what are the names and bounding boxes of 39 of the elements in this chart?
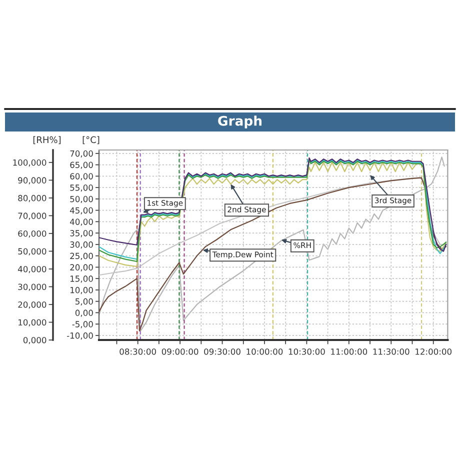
y-tick-label: 0,00 xyxy=(75,310,93,317)
chart-title: Graph xyxy=(218,116,262,128)
y-tick-label: 70,00 xyxy=(70,150,93,158)
y2-tick-label: 40,000 xyxy=(18,266,46,274)
y-tick-label: -10,00 xyxy=(66,332,93,340)
x-tick-label: 10:30:00 xyxy=(288,348,325,355)
x-tick-label: 11:00:00 xyxy=(331,348,368,355)
x-tick-label: 10:00:00 xyxy=(246,348,283,355)
y-tick-label: 5,00 xyxy=(76,298,93,306)
x-tick-label: 11:30:00 xyxy=(373,348,410,355)
x-tick-label: 12:00:00 xyxy=(416,348,452,355)
y-tick-label: 65,00 xyxy=(70,162,93,169)
y2-tick-label: 30,000 xyxy=(18,284,46,291)
y2-tick-label: 80,000 xyxy=(18,194,46,202)
x-tick-label: 08:30:00 xyxy=(120,348,156,355)
y2-tick-label: 20,000 xyxy=(18,301,46,309)
y2-tick-label: 10,000 xyxy=(18,319,46,326)
y-tick-label: 60,00 xyxy=(70,173,93,180)
y-tick-label: 25,00 xyxy=(70,252,93,260)
y-tick-label: 50,00 xyxy=(70,196,93,204)
y2-tick-label: 60,000 xyxy=(18,230,46,238)
y-tick-label: 20,00 xyxy=(70,264,93,272)
y2-tick-label: 100,000 xyxy=(13,159,46,167)
y-tick-label: 15,00 xyxy=(70,276,93,283)
y-tick-label: -5,00 xyxy=(72,321,93,328)
y2-tick-label: 50,000 xyxy=(18,248,46,256)
y-tick-label: 30,00 xyxy=(70,241,93,249)
x-tick-label: 09:30:00 xyxy=(204,348,240,355)
y2-axis-title: [RH%] xyxy=(33,136,61,144)
y-axis-title: [°C] xyxy=(82,136,100,144)
y2-tick-label: 90,000 xyxy=(18,177,46,184)
y2-tick-label: 0,000 xyxy=(23,336,46,344)
y-tick-label: 40,00 xyxy=(70,218,93,226)
x-tick-label: 09:00:00 xyxy=(162,348,198,355)
y2-tick-label: 70,000 xyxy=(18,212,46,220)
y-tick-label: 55,00 xyxy=(70,184,93,192)
y-tick-label: 10,00 xyxy=(70,286,93,294)
y-tick-label: 45,00 xyxy=(70,207,93,214)
y-tick-label: 35,00 xyxy=(70,230,93,238)
